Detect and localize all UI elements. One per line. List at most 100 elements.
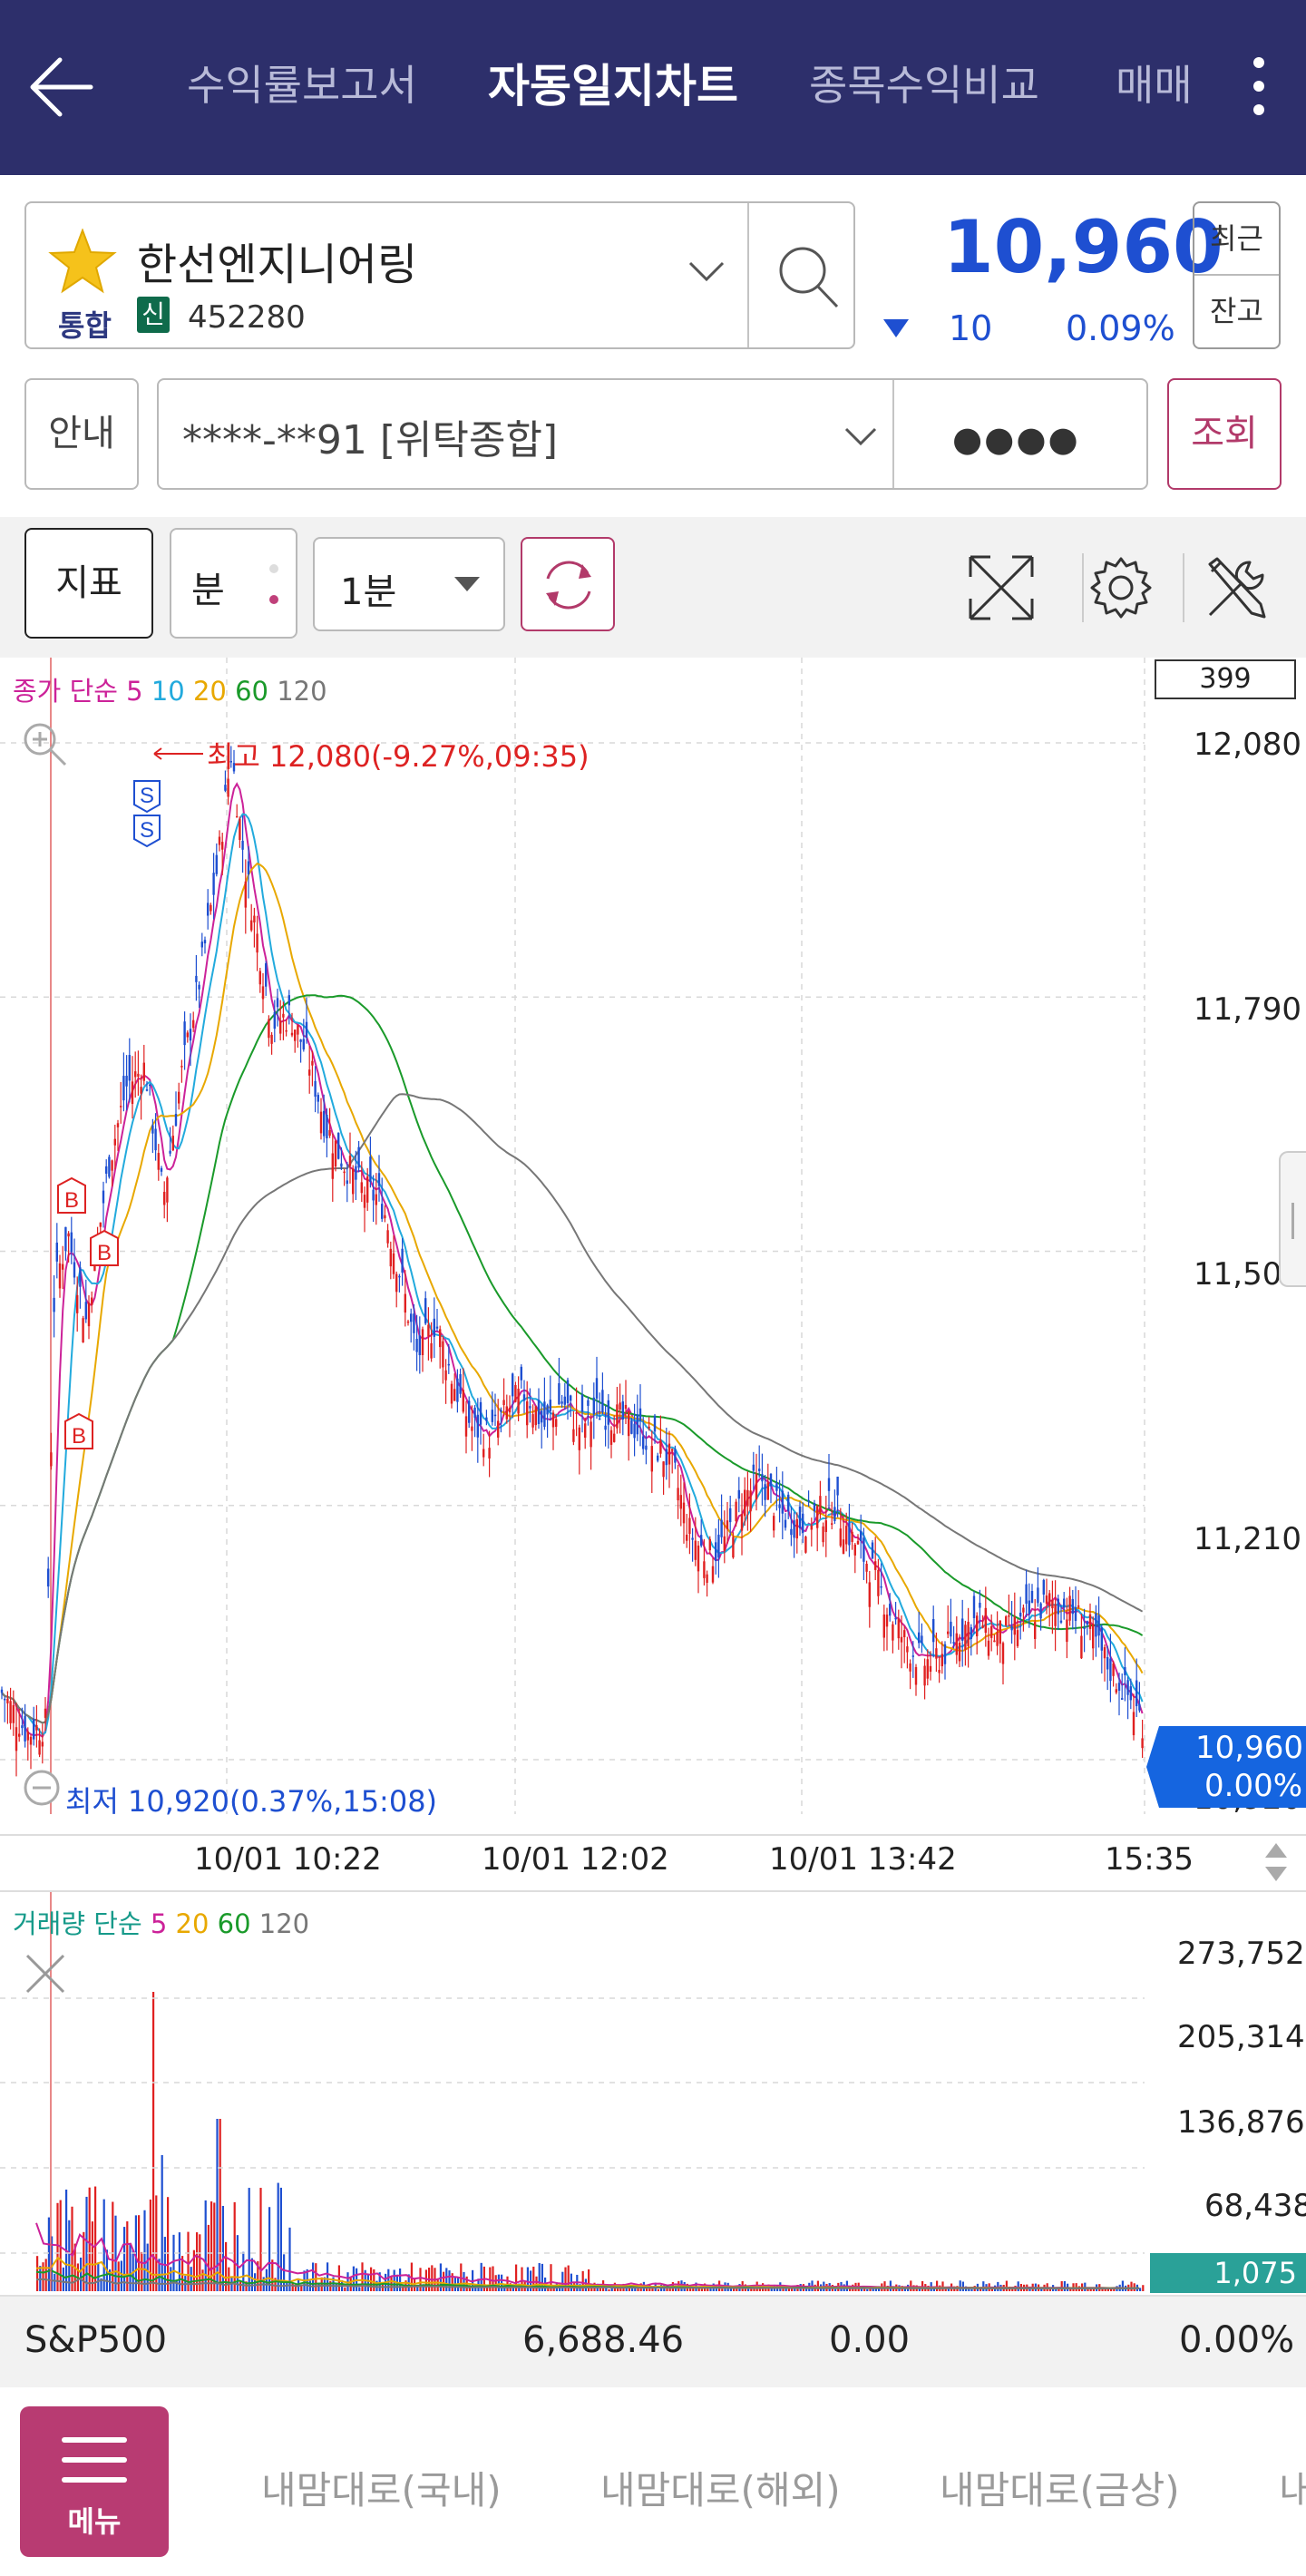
candle-body [1068,1595,1071,1621]
volume-bar [88,2187,91,2291]
candle-body [285,1029,288,1032]
volume-bar [869,2288,872,2291]
volume-bar [530,2270,532,2291]
candle-body [662,1461,665,1478]
nav-custom-more[interactable]: 내 [1279,2468,1306,2513]
search-button[interactable] [752,203,853,347]
scroll-handle[interactable] [1279,1151,1306,1287]
nav-custom-overseas[interactable]: 내맘대로(해외) [600,2468,841,2513]
candle-body [624,1404,628,1410]
volume-bar [564,2267,567,2291]
more-menu-icon[interactable] [1243,50,1275,126]
candle-body [668,1443,671,1465]
interval-select[interactable]: 1분 [313,537,505,631]
price-chart-area[interactable]: 종가 단순 5 10 20 60 120 399 최고 12,080(-9.27… [0,658,1306,2291]
volume-ma-line [35,2278,1139,2289]
favorite-star-icon[interactable] [48,229,117,294]
candle-body [972,1595,976,1618]
candle-body [41,1742,44,1747]
candle-count-box[interactable]: 399 [1155,659,1296,699]
zoom-in-icon[interactable] [20,719,69,768]
candle-body [70,1232,73,1253]
volume-bar [1011,2288,1014,2291]
candle-body [955,1633,958,1655]
candle-body [24,1715,26,1742]
volume-bar [373,2269,375,2291]
handle-grip [1291,1203,1294,1239]
volume-bar [335,2283,337,2291]
candle-body [630,1420,633,1434]
settings-gear-icon[interactable] [1087,553,1155,622]
candle-body [369,1156,372,1183]
buy-marker: B [64,1188,79,1213]
nav-custom-derivatives[interactable]: 내맘대로(금상) [940,2468,1180,2513]
candle-body [406,1321,410,1323]
tab-stock-return-compare[interactable]: 종목수익비교 [809,61,1039,110]
candle-body [1117,1683,1121,1691]
candle-body [897,1618,900,1639]
candle-body [319,1111,323,1134]
market-badge: 통합 [58,308,112,343]
indicator-button[interactable]: 지표 [24,528,153,639]
candle-body [877,1569,880,1596]
sort-arrows-icon[interactable] [1262,1841,1290,1883]
fullscreen-icon[interactable] [965,551,1038,624]
query-button[interactable]: 조회 [1167,378,1282,490]
volume-bar [199,2234,201,2291]
x-axis-band [0,1834,1306,1892]
candle-body [880,1586,882,1588]
y-tick-label: 12,080 [1194,727,1301,763]
refresh-button[interactable] [521,537,615,631]
volume-bar [274,2278,277,2291]
candle-body [102,1190,105,1204]
index-ticker-bar[interactable]: S&P500 6,688.46 0.00 0.00% [0,2295,1306,2389]
back-arrow-icon[interactable] [27,47,100,127]
volume-bar [126,2221,129,2291]
candle-body [1045,1595,1048,1605]
candle-body [221,842,224,850]
volume-bar [294,2284,297,2291]
account-selector[interactable]: ****-**91 [위탁종합] [157,378,1148,490]
current-price-tag-pct: 0.00% [1204,1768,1303,1804]
volume-bar [794,2288,796,2291]
zoom-out-icon[interactable] [20,1766,63,1810]
balance-button[interactable]: 잔고 [1210,294,1263,328]
tools-icon[interactable] [1201,551,1273,624]
nav-custom-domestic[interactable]: 내맘대로(국내) [261,2468,502,2513]
volume-bar [190,2267,192,2291]
volume-bar [1060,2281,1063,2291]
tab-return-report[interactable]: 수익률보고서 [187,61,417,110]
candle-body [334,1140,337,1167]
volume-bar [344,2287,346,2291]
chevron-down-icon[interactable] [687,258,726,285]
candle-body [546,1405,549,1415]
candle-body [549,1400,551,1411]
volume-bar [431,2265,434,2291]
candle-body [604,1425,607,1430]
volume-bar [959,2280,961,2291]
volume-bar [181,2256,184,2291]
volume-bar [866,2288,869,2291]
current-price-tag [1146,1726,1306,1808]
close-icon[interactable] [20,1948,71,1999]
candle-body [157,1153,160,1170]
volume-bar [288,2227,291,2291]
credit-badge: 신 [137,297,170,333]
menu-button[interactable]: 메뉴 [20,2406,169,2557]
tab-auto-journal-chart[interactable]: 자동일지차트 [488,60,738,112]
candle-body [1071,1598,1074,1615]
candle-body [514,1384,517,1402]
guide-button[interactable]: 안내 [24,378,139,490]
candle-body [711,1566,715,1583]
period-button[interactable]: 분 [170,528,297,639]
x-tick-label: 10/01 12:02 [482,1841,669,1878]
recent-button[interactable]: 최근 [1210,221,1263,256]
password-field[interactable]: ●●●● [952,419,1080,459]
candle-body [21,1725,24,1729]
volume-bar [213,2202,216,2291]
tab-trade[interactable]: 매매 [1116,61,1193,110]
stock-selector[interactable]: 한선엔지니어링 통합 신 452280 [24,201,855,349]
volume-bar [85,2196,88,2291]
volume-chart-area[interactable]: 거래량 단순 5 20 60 120 273,752 205,314 136,8… [0,1892,1306,2295]
candle-body [1132,1712,1135,1736]
